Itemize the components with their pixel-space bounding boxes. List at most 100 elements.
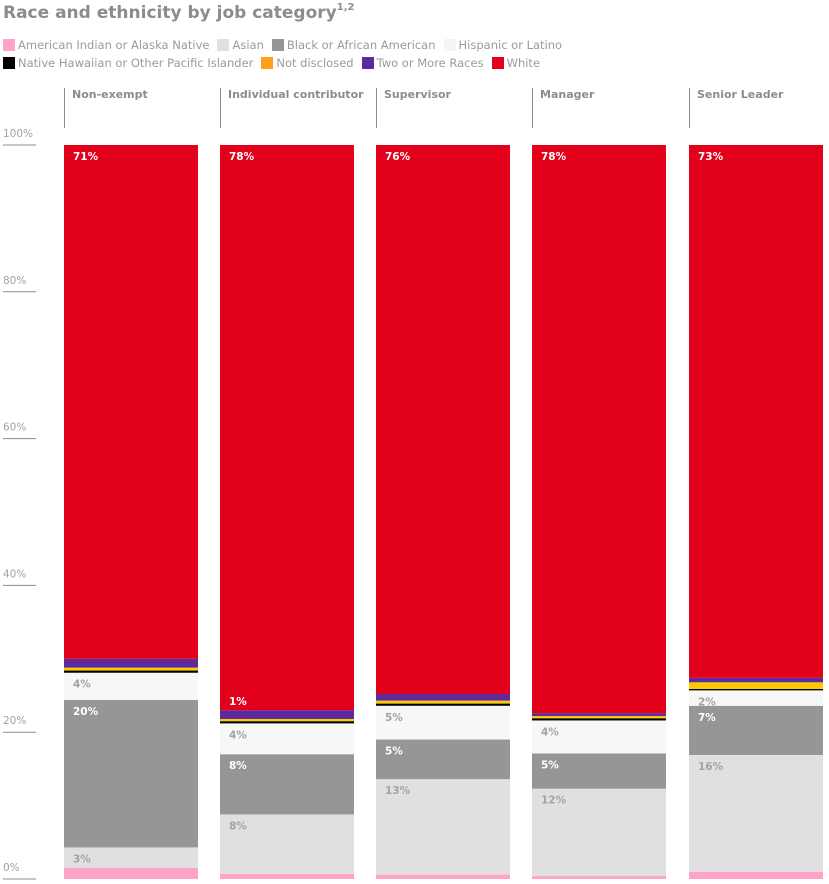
y-tick-label: 100%: [3, 128, 33, 140]
bar-segment-american-indian-or-alaska-native: [689, 871, 823, 879]
legend-swatch: [261, 57, 274, 69]
category-label: Individual contributor: [228, 88, 364, 101]
bar-value-label: 16%: [698, 761, 724, 773]
y-tick-label: 40%: [3, 568, 26, 580]
legend-swatch: [217, 39, 230, 51]
bar-segment-not-disclosed: [376, 700, 510, 704]
bar-segment-black-or-african-american: [220, 754, 354, 815]
y-tick-label: 80%: [3, 275, 26, 287]
bar-segment-two-or-more-races: [220, 710, 354, 719]
bar-segment-asian: [376, 779, 510, 875]
bar-segment-hispanic-or-latino: [532, 720, 666, 754]
bar-value-label: 1%: [229, 696, 247, 708]
bar-value-label: 78%: [541, 151, 567, 163]
bar-segment-american-indian-or-alaska-native: [532, 876, 666, 879]
bar-segment-black-or-african-american: [376, 739, 510, 780]
bar-value-label: 5%: [541, 759, 559, 771]
legend-item-white: White: [491, 56, 541, 70]
bar-value-label: 12%: [541, 795, 567, 807]
bar-segment-two-or-more-races: [64, 658, 198, 668]
bar-value-label: 20%: [73, 706, 99, 718]
bar-segment-native-hawaiian-or-other-pacific-islander: [220, 721, 354, 724]
bar-value-label: 2%: [698, 696, 716, 708]
legend-item-not-disclosed: Not disclosed: [261, 56, 354, 70]
bar-value-label: 7%: [698, 712, 716, 724]
legend-label: Native Hawaiian or Other Pacific Islande…: [18, 56, 254, 70]
legend-swatch: [491, 57, 504, 69]
bar-segment-two-or-more-races: [532, 713, 666, 717]
legend-label: Black or African American: [286, 38, 436, 52]
bar-value-label: 4%: [541, 726, 559, 738]
bar-segment-hispanic-or-latino: [220, 723, 354, 755]
legend-item-black: Black or African American: [271, 38, 436, 52]
bar-segment-not-disclosed: [220, 718, 354, 722]
legend-swatch: [3, 39, 15, 51]
bar-segment-hispanic-or-latino: [689, 690, 823, 706]
legend-label: Hispanic or Latino: [458, 38, 563, 52]
legend-swatch: [271, 39, 284, 51]
legend-row: American Indian or Alaska Native Asian B…: [3, 36, 603, 54]
category-label: Manager: [540, 88, 595, 101]
bar-segment-not-disclosed: [532, 716, 666, 719]
bar-segment-asian: [64, 847, 198, 868]
bar-segment-asian: [220, 814, 354, 874]
bar-segment-white: [532, 145, 666, 714]
bar-segment-white: [64, 145, 198, 659]
legend-row: Native Hawaiian or Other Pacific Islande…: [3, 54, 603, 72]
bar-value-label: 3%: [73, 853, 91, 865]
bar-segment-black-or-african-american: [689, 705, 823, 755]
bar-segment-hispanic-or-latino: [376, 705, 510, 740]
category-label: Supervisor: [384, 88, 452, 101]
legend-swatch: [443, 39, 456, 51]
bar-value-label: 71%: [73, 151, 99, 163]
bar-segment-black-or-african-american: [64, 699, 198, 848]
legend-label: American Indian or Alaska Native: [18, 38, 210, 52]
legend-item-hispanic: Hispanic or Latino: [443, 38, 563, 52]
bar-segment-white: [220, 145, 354, 711]
bar-segment-native-hawaiian-or-other-pacific-islander: [689, 688, 823, 691]
chart-legend: American Indian or Alaska Native Asian B…: [3, 36, 603, 72]
legend-label: White: [506, 56, 541, 70]
title-footnote-marker: 1,2: [336, 2, 355, 13]
category-label: Senior Leader: [697, 88, 784, 101]
bar-segment-native-hawaiian-or-other-pacific-islander: [532, 718, 666, 721]
bar-segment-american-indian-or-alaska-native: [64, 867, 198, 879]
bar-value-label: 76%: [385, 151, 411, 163]
bar-segment-american-indian-or-alaska-native: [220, 873, 354, 879]
legend-swatch: [361, 57, 374, 69]
bar-value-label: 5%: [385, 746, 403, 758]
bar-segment-two-or-more-races: [689, 677, 823, 683]
bar-value-label: 8%: [229, 820, 247, 832]
bar-segment-asian: [689, 754, 823, 872]
legend-swatch: [3, 57, 15, 69]
bar-value-label: 13%: [385, 785, 411, 797]
legend-item-asian: Asian: [217, 38, 264, 52]
category-label: Non-exempt: [72, 88, 148, 101]
bar-value-label: 4%: [73, 679, 91, 691]
chart-title: Race and ethnicity by job category1,2: [3, 2, 355, 23]
bar-segment-asian: [532, 788, 666, 877]
bar-segment-not-disclosed: [64, 667, 198, 671]
bar-segment-native-hawaiian-or-other-pacific-islander: [64, 670, 198, 673]
bar-segment-native-hawaiian-or-other-pacific-islander: [376, 703, 510, 706]
bar-value-label: 5%: [385, 712, 403, 724]
y-tick-label: 0%: [3, 862, 20, 874]
bar-segment-american-indian-or-alaska-native: [376, 874, 510, 879]
bar-segment-two-or-more-races: [376, 694, 510, 701]
legend-item-two-or-more: Two or More Races: [361, 56, 484, 70]
legend-item-american-indian: American Indian or Alaska Native: [3, 38, 209, 52]
bar-segment-white: [689, 145, 823, 678]
y-tick-label: 60%: [3, 422, 26, 434]
legend-item-native-hawaiian: Native Hawaiian or Other Pacific Islande…: [3, 56, 253, 70]
bar-segment-not-disclosed: [689, 682, 823, 689]
bar-value-label: 73%: [698, 151, 724, 163]
bar-segment-hispanic-or-latino: [64, 672, 198, 700]
legend-label: Asian: [232, 38, 264, 52]
legend-label: Not disclosed: [276, 56, 354, 70]
bar-segment-white: [376, 145, 510, 695]
bar-value-label: 4%: [229, 729, 247, 741]
legend-label: Two or More Races: [376, 56, 484, 70]
y-tick-label: 20%: [3, 715, 26, 727]
bar-value-label: 78%: [229, 151, 255, 163]
